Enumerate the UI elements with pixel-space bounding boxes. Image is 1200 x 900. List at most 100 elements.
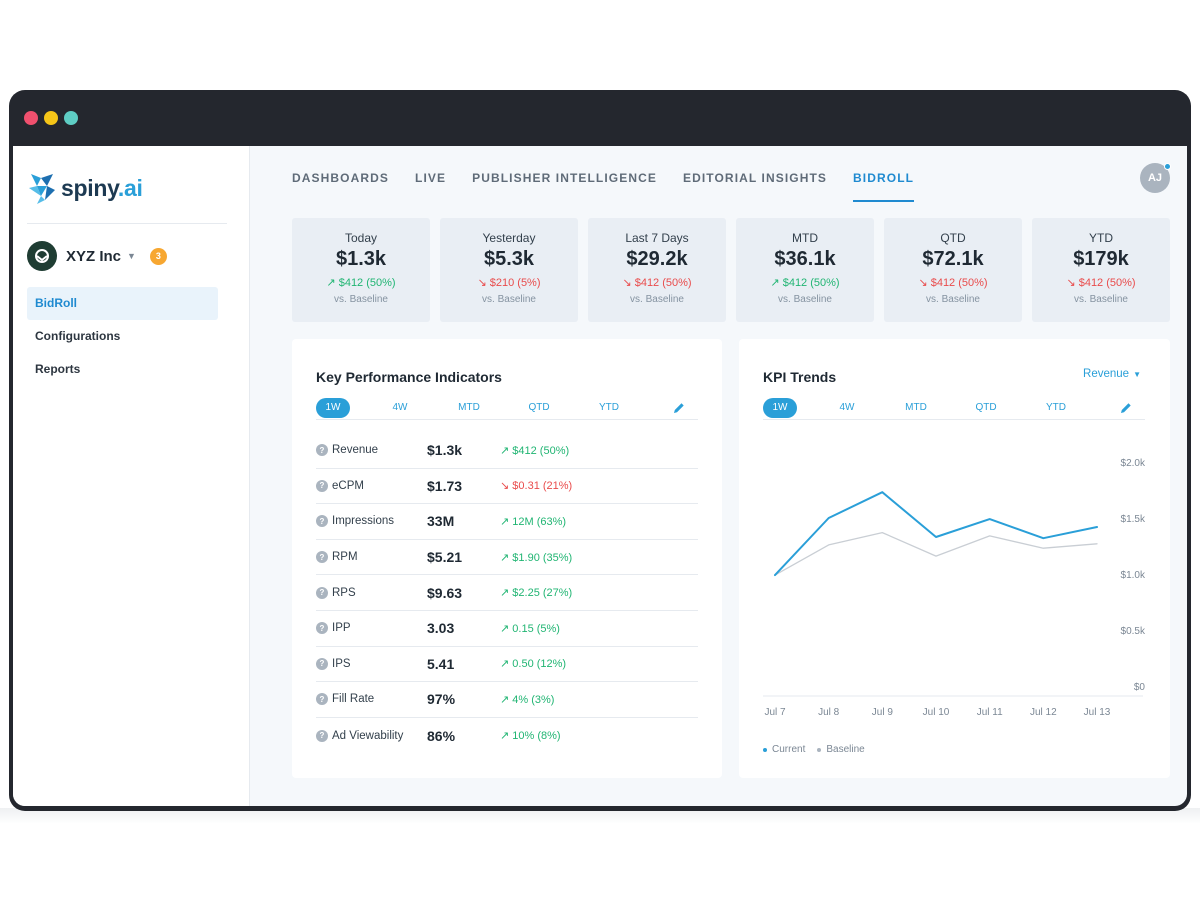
- help-icon[interactable]: ?: [316, 551, 328, 564]
- stat-delta: ↗ $412 (50%): [770, 277, 840, 289]
- metric-dropdown[interactable]: Revenue ▼: [1083, 368, 1141, 380]
- arrow-down-icon: ↘: [918, 277, 928, 289]
- kpi-value: $1.73: [427, 477, 463, 494]
- sidebar-item-configurations[interactable]: Configurations: [35, 329, 121, 343]
- kpi-row-revenue[interactable]: ? Revenue $1.3k ↗ $412 (50%): [316, 433, 698, 469]
- kpi-trend-chart: $2.0k $1.5k $1.0k $0.5k $0 Jul 7 Jul 8 Jul 9 Jul…: [763, 458, 1146, 718]
- stat-label: MTD: [792, 231, 818, 245]
- kpi-name: Revenue: [332, 444, 379, 457]
- kpi-period-mtd[interactable]: MTD: [458, 402, 480, 413]
- kpi-delta: ↗ $2.25 (27%): [500, 587, 573, 600]
- sidebar-divider: [27, 223, 227, 224]
- stat-card-mtd[interactable]: MTD $36.1k ↗ $412 (50%) vs. Baseline: [736, 218, 874, 322]
- kpi-period-ytd[interactable]: YTD: [599, 402, 619, 413]
- kpi-row-ecpm[interactable]: ? eCPM $1.73 ↘ $0.31 (21%): [316, 469, 698, 505]
- legend-item-current[interactable]: Current: [763, 744, 805, 755]
- help-icon[interactable]: ?: [316, 622, 328, 635]
- kpi-delta: ↗ $1.90 (35%): [500, 551, 573, 564]
- kpi-value: $9.63: [427, 584, 463, 601]
- help-icon[interactable]: ?: [316, 586, 328, 599]
- edit-pencil-icon[interactable]: [672, 401, 686, 415]
- help-icon[interactable]: ?: [316, 444, 328, 457]
- kpi-row-rps[interactable]: ? RPS $9.63 ↗ $2.25 (27%): [316, 575, 698, 611]
- stat-value: $29.2k: [626, 248, 688, 270]
- trends-period-4w[interactable]: 4W: [839, 402, 855, 413]
- stat-baseline-label: vs. Baseline: [778, 294, 832, 305]
- help-icon[interactable]: ?: [316, 693, 328, 706]
- user-avatar[interactable]: AJ: [1140, 163, 1171, 193]
- stat-card-qtd[interactable]: QTD $72.1k ↘ $412 (50%) vs. Baseline: [884, 218, 1022, 322]
- stat-label: Today: [344, 231, 378, 245]
- y-tick-label: $0.5k: [1121, 626, 1146, 637]
- close-window-dot[interactable]: [24, 111, 38, 125]
- kpi-period-1w[interactable]: 1W: [316, 398, 350, 418]
- help-icon[interactable]: ?: [316, 479, 328, 492]
- arrow-up-icon: ↗: [500, 622, 510, 635]
- kpi-value: 97%: [427, 691, 456, 708]
- kpi-panel: Key Performance Indicators 1W 4W MTD QTD…: [292, 339, 722, 778]
- stat-card-ytd[interactable]: YTD $179k ↘ $412 (50%) vs. Baseline: [1032, 218, 1170, 322]
- stat-card-yesterday[interactable]: Yesterday $5.3k ↘ $210 (5%) vs. Baseline: [440, 218, 578, 322]
- top-nav-tabs: DASHBOARDS LIVE PUBLISHER INTELLIGENCE E…: [292, 168, 940, 202]
- tab-live[interactable]: LIVE: [415, 171, 447, 185]
- kpi-name: Fill Rate: [332, 693, 375, 706]
- x-tick-label: Jul 7: [764, 707, 786, 718]
- kpi-delta: ↗ 12M (63%): [500, 515, 567, 528]
- kpi-row-rpm[interactable]: ? RPM $5.21 ↗ $1.90 (35%): [316, 540, 698, 576]
- tab-publisher-intelligence[interactable]: PUBLISHER INTELLIGENCE: [472, 171, 657, 185]
- arrow-down-icon: ↘: [622, 277, 632, 289]
- help-icon[interactable]: ?: [316, 515, 328, 528]
- tab-editorial-insights[interactable]: EDITORIAL INSIGHTS: [682, 171, 828, 185]
- trends-period-ytd[interactable]: YTD: [1046, 402, 1066, 413]
- y-tick-label: $0: [1134, 682, 1146, 693]
- stat-delta: ↘ $412 (50%): [622, 277, 692, 289]
- kpi-row-impressions[interactable]: ? Impressions 33M ↗ 12M (63%): [316, 504, 698, 540]
- metric-dropdown-value: Revenue: [1083, 368, 1130, 380]
- kpi-list: ? Revenue $1.3k ↗ $412 (50%) ? eCPM $1.7…: [316, 433, 698, 753]
- trends-period-mtd[interactable]: MTD: [905, 402, 927, 413]
- arrow-up-icon: ↗: [500, 515, 510, 528]
- kpi-period-4w[interactable]: 4W: [392, 402, 408, 413]
- stat-card-today[interactable]: Today $1.3k ↗ $412 (50%) vs. Baseline: [292, 218, 430, 322]
- notification-badge: 3: [149, 247, 167, 265]
- help-icon[interactable]: ?: [316, 657, 328, 670]
- sidebar-item-bidroll[interactable]: BidRoll: [27, 287, 218, 320]
- kpi-row-fill-rate[interactable]: ? Fill Rate 97% ↗ 4% (3%): [316, 682, 698, 718]
- trends-period-qtd[interactable]: QTD: [975, 402, 997, 413]
- minimize-window-dot[interactable]: [44, 111, 58, 125]
- arrow-up-icon: ↗: [500, 551, 510, 564]
- user-initials: AJ: [1147, 172, 1163, 184]
- kpi-value: 5.41: [427, 655, 455, 672]
- stat-label: QTD: [940, 231, 966, 245]
- kpi-name: RPM: [332, 551, 358, 564]
- app-content: spiny.ai XYZ Inc ▼ 3 BidRoll Configurati…: [13, 146, 1187, 806]
- kpi-row-ad-viewability[interactable]: ? Ad Viewability 86% ↗ 10% (8%): [316, 718, 698, 754]
- kpi-name: eCPM: [332, 479, 364, 492]
- maximize-window-dot[interactable]: [64, 111, 78, 125]
- brand-name: spiny.ai: [61, 174, 143, 201]
- arrow-down-icon: ↘: [500, 480, 510, 493]
- tab-dashboards[interactable]: DASHBOARDS: [292, 171, 390, 185]
- kpi-row-ips[interactable]: ? IPS 5.41 ↗ 0.50 (12%): [316, 647, 698, 683]
- trends-period-1w[interactable]: 1W: [763, 398, 797, 418]
- brand-logo[interactable]: spiny.ai: [27, 170, 143, 206]
- sidebar-item-reports[interactable]: Reports: [35, 362, 81, 376]
- edit-pencil-icon[interactable]: [1119, 401, 1133, 415]
- stat-delta: ↘ $210 (5%): [477, 277, 541, 289]
- stat-value: $36.1k: [774, 248, 836, 270]
- org-avatar: [27, 241, 57, 271]
- legend-item-baseline[interactable]: Baseline: [817, 744, 865, 755]
- kpi-row-ipp[interactable]: ? IPP 3.03 ↗ 0.15 (5%): [316, 611, 698, 647]
- kpi-value: $5.21: [427, 549, 463, 566]
- org-switcher[interactable]: XYZ Inc ▼ 3: [27, 240, 167, 272]
- kpi-period-selector: 1W 4W MTD QTD YTD: [316, 398, 698, 420]
- kpi-panel-title: Key Performance Indicators: [316, 369, 502, 385]
- tab-bidroll[interactable]: BIDROLL: [853, 168, 915, 202]
- stat-card-last-7-days[interactable]: Last 7 Days $29.2k ↘ $412 (50%) vs. Base…: [588, 218, 726, 322]
- help-icon[interactable]: ?: [316, 729, 328, 742]
- stat-delta: ↘ $412 (50%): [918, 277, 988, 289]
- spiny-logo-icon: [29, 174, 55, 204]
- kpi-period-qtd[interactable]: QTD: [528, 402, 550, 413]
- browser-window: spiny.ai XYZ Inc ▼ 3 BidRoll Configurati…: [9, 90, 1191, 811]
- stat-label: Yesterday: [482, 231, 536, 245]
